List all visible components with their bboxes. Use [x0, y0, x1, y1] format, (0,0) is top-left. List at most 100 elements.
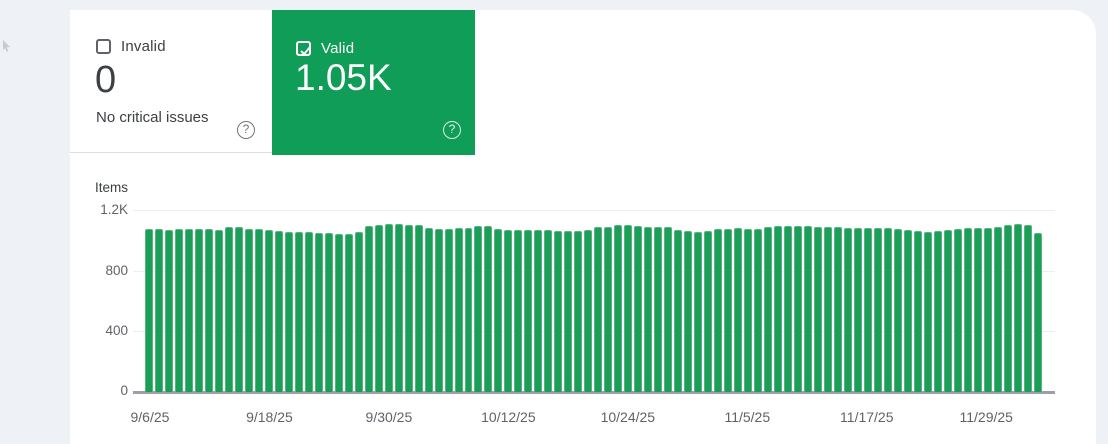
bar[interactable]: [1013, 224, 1022, 392]
bar[interactable]: [394, 224, 403, 392]
bar[interactable]: [474, 225, 483, 392]
bar[interactable]: [145, 229, 153, 392]
bar[interactable]: [164, 229, 173, 392]
bar[interactable]: [514, 230, 523, 392]
bar[interactable]: [803, 226, 812, 392]
valid-checkbox-checked[interactable]: [296, 41, 311, 56]
bar[interactable]: [873, 227, 882, 392]
bar[interactable]: [464, 227, 473, 392]
bar[interactable]: [494, 229, 503, 392]
bar[interactable]: [594, 227, 603, 392]
bar[interactable]: [564, 230, 573, 392]
bar[interactable]: [214, 230, 223, 392]
bar[interactable]: [284, 231, 293, 392]
bar[interactable]: [813, 226, 822, 392]
bar[interactable]: [1023, 224, 1032, 392]
bar[interactable]: [724, 228, 733, 392]
bar[interactable]: [404, 224, 413, 392]
bar[interactable]: [584, 230, 593, 392]
bar[interactable]: [734, 228, 743, 392]
bar[interactable]: [664, 227, 673, 392]
bar[interactable]: [644, 227, 653, 392]
invalid-summary-card[interactable]: Invalid 0 No critical issues ?: [70, 10, 272, 153]
bar[interactable]: [154, 228, 163, 392]
bar[interactable]: [973, 227, 982, 392]
bar[interactable]: [674, 230, 683, 392]
bar[interactable]: [304, 232, 313, 392]
bar[interactable]: [364, 225, 373, 392]
bar[interactable]: [823, 227, 832, 392]
bar[interactable]: [544, 230, 553, 392]
bar[interactable]: [793, 225, 802, 392]
valid-summary-card[interactable]: Valid 1.05K ?: [272, 10, 475, 155]
bar[interactable]: [384, 224, 393, 392]
bar[interactable]: [963, 228, 972, 392]
bar[interactable]: [903, 230, 912, 392]
bar[interactable]: [354, 231, 363, 392]
bar[interactable]: [1003, 225, 1012, 392]
bar[interactable]: [843, 227, 852, 392]
bar[interactable]: [634, 226, 643, 392]
bar[interactable]: [444, 228, 453, 392]
bar[interactable]: [414, 225, 423, 392]
bar[interactable]: [614, 225, 623, 392]
bar[interactable]: [704, 230, 713, 392]
bar[interactable]: [244, 228, 253, 392]
bar[interactable]: [604, 226, 613, 392]
bar[interactable]: [983, 228, 992, 392]
bar[interactable]: [554, 230, 563, 392]
bar[interactable]: [684, 231, 693, 392]
bar[interactable]: [744, 228, 753, 392]
bar[interactable]: [694, 231, 703, 392]
bar[interactable]: [923, 231, 932, 392]
bar[interactable]: [883, 228, 892, 392]
bar[interactable]: [853, 228, 862, 392]
bar[interactable]: [1033, 233, 1042, 392]
bar[interactable]: [524, 230, 533, 392]
bar[interactable]: [314, 232, 323, 392]
bar[interactable]: [424, 228, 433, 392]
valid-label[interactable]: Valid: [321, 40, 355, 57]
bar[interactable]: [774, 226, 782, 392]
bar[interactable]: [993, 227, 1002, 392]
bar[interactable]: [953, 228, 962, 392]
bar[interactable]: [184, 229, 193, 392]
bar[interactable]: [374, 225, 383, 392]
bar[interactable]: [624, 224, 633, 392]
bar[interactable]: [174, 229, 183, 392]
bar[interactable]: [754, 228, 763, 392]
bar[interactable]: [204, 228, 213, 392]
bar[interactable]: [784, 225, 792, 392]
bar[interactable]: [893, 228, 902, 392]
bar[interactable]: [274, 230, 283, 392]
invalid-checkbox[interactable]: [96, 39, 111, 54]
bar[interactable]: [933, 231, 942, 392]
bar[interactable]: [264, 230, 273, 392]
bar[interactable]: [434, 228, 443, 392]
help-icon[interactable]: ?: [443, 121, 461, 139]
bar[interactable]: [504, 230, 513, 392]
bar[interactable]: [574, 231, 583, 392]
bar[interactable]: [324, 233, 333, 392]
bar[interactable]: [344, 233, 353, 392]
chart-bars[interactable]: [145, 210, 1042, 392]
bar[interactable]: [833, 227, 842, 392]
bar[interactable]: [234, 227, 243, 392]
bar[interactable]: [654, 226, 663, 392]
bar[interactable]: [254, 229, 263, 392]
bar[interactable]: [454, 228, 463, 392]
bar[interactable]: [294, 232, 303, 392]
bar[interactable]: [334, 233, 343, 392]
bar[interactable]: [224, 226, 233, 392]
bar[interactable]: [943, 230, 952, 392]
bar[interactable]: [913, 230, 922, 392]
invalid-label[interactable]: Invalid: [121, 38, 166, 55]
bar[interactable]: [714, 228, 723, 392]
chart-plot-area[interactable]: [133, 210, 1055, 394]
bar[interactable]: [863, 227, 872, 392]
bar[interactable]: [484, 226, 493, 392]
bar[interactable]: [194, 228, 203, 392]
help-icon[interactable]: ?: [237, 121, 255, 139]
bar[interactable]: [764, 227, 773, 392]
bar[interactable]: [534, 230, 543, 392]
